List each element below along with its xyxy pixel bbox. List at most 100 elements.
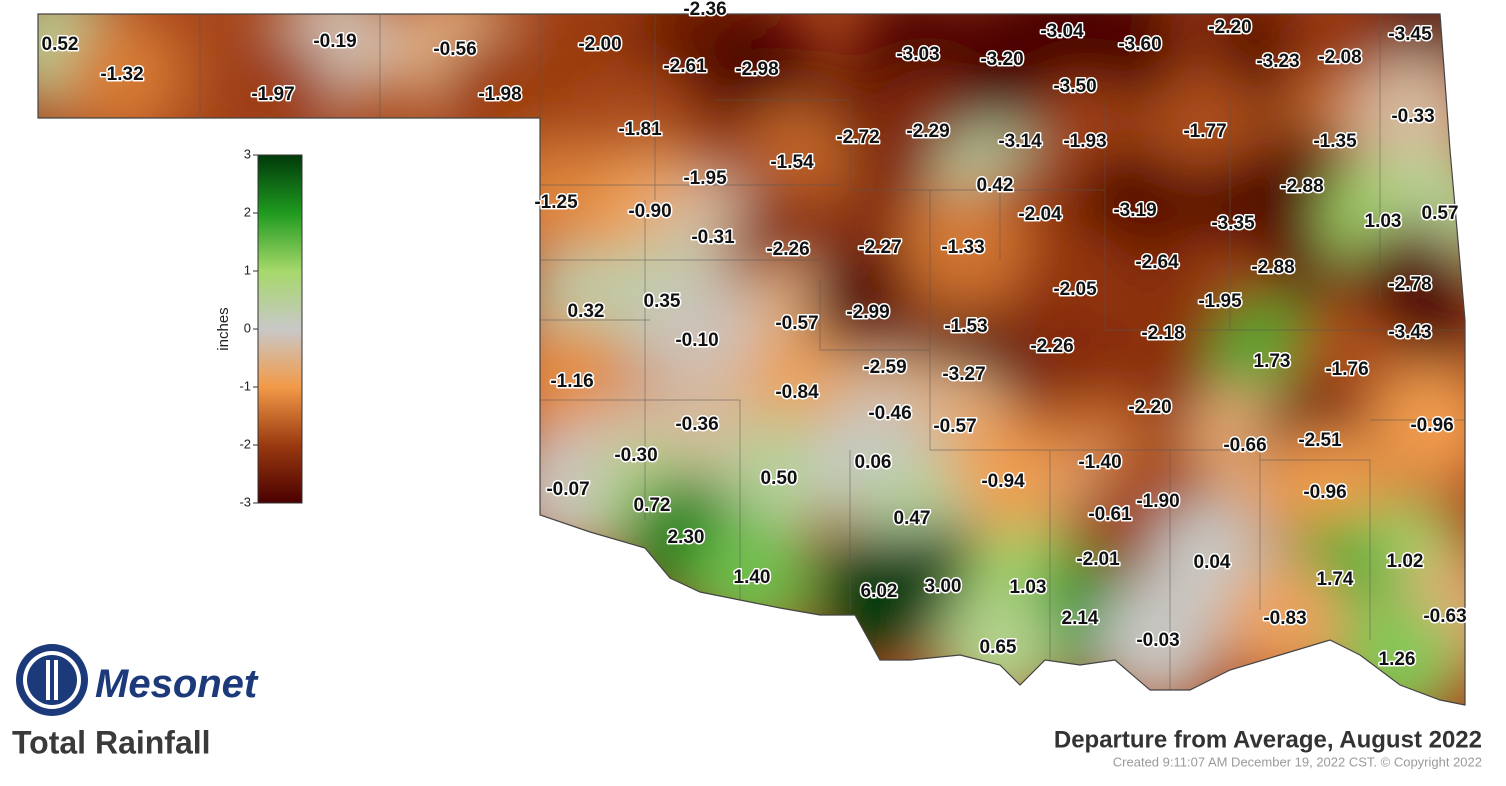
station-value: -3.14 bbox=[998, 131, 1042, 152]
station-value: 1.02 bbox=[1387, 551, 1424, 572]
station-value: -3.45 bbox=[1388, 24, 1432, 45]
station-value: -3.27 bbox=[942, 364, 985, 385]
station-value: -1.32 bbox=[100, 64, 143, 85]
station-value: -1.93 bbox=[1063, 131, 1106, 152]
station-value: -2.20 bbox=[1208, 17, 1251, 38]
station-value: -2.08 bbox=[1318, 47, 1361, 68]
colorbar-tick-label: 1 bbox=[244, 262, 251, 277]
station-value: 1.03 bbox=[1010, 577, 1047, 598]
station-value: -1.95 bbox=[1198, 291, 1242, 312]
station-value: -1.33 bbox=[941, 237, 984, 258]
station-value: -1.98 bbox=[478, 84, 521, 105]
credit: Created 9:11:07 AM December 19, 2022 CST… bbox=[1113, 754, 1482, 769]
rain-field-blob bbox=[695, 14, 819, 132]
station-value: -0.94 bbox=[981, 471, 1025, 492]
station-value: -2.18 bbox=[1141, 323, 1184, 344]
colorbar-tick-label: 0 bbox=[244, 320, 251, 335]
station-value: 0.04 bbox=[1194, 552, 1231, 573]
station-value: -2.78 bbox=[1388, 274, 1431, 295]
station-value: -0.30 bbox=[614, 445, 657, 466]
station-value: -0.90 bbox=[628, 201, 671, 222]
station-value: -2.26 bbox=[766, 239, 809, 260]
legend-label: inches bbox=[215, 307, 232, 350]
county-lines bbox=[199, 14, 1465, 690]
station-value: -3.43 bbox=[1388, 322, 1431, 343]
rain-field-blob bbox=[1351, 55, 1465, 179]
station-value: -1.35 bbox=[1313, 131, 1357, 152]
station-value: -0.84 bbox=[775, 382, 819, 403]
station-value: -0.63 bbox=[1423, 606, 1466, 627]
rain-field-blob bbox=[1370, 364, 1465, 488]
station-value: 0.52 bbox=[42, 34, 79, 55]
station-value: -3.04 bbox=[1040, 21, 1084, 42]
station-value: 2.14 bbox=[1062, 608, 1099, 629]
station-value: -3.23 bbox=[1256, 51, 1299, 72]
station-value: 0.42 bbox=[977, 175, 1014, 196]
station-value: 1.26 bbox=[1379, 649, 1416, 670]
station-value: -0.66 bbox=[1223, 435, 1266, 456]
station-value: -0.03 bbox=[1136, 630, 1179, 651]
station-value: -1.97 bbox=[251, 84, 294, 105]
station-value: -2.88 bbox=[1251, 257, 1294, 278]
station-value: -2.99 bbox=[846, 302, 889, 323]
station-value: -3.60 bbox=[1118, 34, 1161, 55]
colorbar-tick-label: -3 bbox=[239, 494, 251, 509]
station-value: -0.83 bbox=[1263, 608, 1306, 629]
colorbar-ticks: 3 2 1 0 -1 -2 -3 bbox=[239, 146, 258, 509]
station-value: 3.00 bbox=[925, 576, 962, 597]
colorbar-tick-label: 2 bbox=[244, 204, 251, 219]
station-value: -2.04 bbox=[1018, 204, 1062, 225]
station-value: -0.36 bbox=[675, 414, 718, 435]
station-value: -0.57 bbox=[775, 313, 818, 334]
station-value: 0.35 bbox=[644, 291, 681, 312]
station-value: 0.50 bbox=[761, 468, 798, 489]
station-value: -0.57 bbox=[933, 416, 976, 437]
station-value: -1.40 bbox=[1078, 452, 1121, 473]
station-value: 6.02 bbox=[861, 581, 898, 602]
station-value: -1.90 bbox=[1136, 491, 1179, 512]
station-value: 1.74 bbox=[1317, 569, 1354, 590]
colorbar bbox=[257, 154, 303, 504]
station-value: -3.50 bbox=[1053, 76, 1096, 97]
station-value: -2.29 bbox=[906, 121, 949, 142]
station-value: -0.61 bbox=[1088, 504, 1132, 525]
station-value: -2.88 bbox=[1280, 176, 1323, 197]
station-value: -2.98 bbox=[735, 59, 778, 80]
station-value: -0.56 bbox=[433, 39, 476, 60]
rain-field-blob bbox=[717, 417, 841, 541]
logo: Mesonet bbox=[16, 644, 259, 716]
station-value: 1.03 bbox=[1365, 211, 1402, 232]
station-value: -1.76 bbox=[1325, 359, 1368, 380]
station-value: -2.64 bbox=[1135, 252, 1179, 273]
subtitle: Departure from Average, August 2022 bbox=[1054, 726, 1482, 753]
station-value: 1.73 bbox=[1254, 351, 1291, 372]
station-value: -3.03 bbox=[896, 44, 939, 65]
station-value: -0.96 bbox=[1410, 415, 1453, 436]
station-value: 0.32 bbox=[568, 301, 605, 322]
station-value: -0.31 bbox=[691, 227, 735, 248]
station-value: -2.20 bbox=[1128, 397, 1171, 418]
colorbar-tick-label: -1 bbox=[239, 378, 251, 393]
station-value: 0.47 bbox=[894, 508, 931, 529]
station-value: -1.53 bbox=[944, 316, 987, 337]
station-value: -1.16 bbox=[550, 371, 593, 392]
colorbar-tick-label: 3 bbox=[244, 146, 251, 161]
colorbar-tick-label: -2 bbox=[239, 436, 251, 451]
station-value: -0.96 bbox=[1303, 482, 1346, 503]
station-value: -2.00 bbox=[578, 34, 621, 55]
station-value: -1.81 bbox=[618, 119, 662, 140]
title: Total Rainfall bbox=[12, 724, 211, 760]
station-value: -2.61 bbox=[663, 56, 707, 77]
station-value: -3.19 bbox=[1113, 200, 1156, 221]
station-value: 1.40 bbox=[734, 567, 771, 588]
station-value: 0.57 bbox=[1422, 203, 1459, 224]
station-value: -2.01 bbox=[1076, 549, 1120, 570]
station-value: -0.33 bbox=[1391, 106, 1434, 127]
station-value: -2.27 bbox=[858, 237, 901, 258]
station-value: -1.25 bbox=[534, 192, 578, 213]
station-value: -2.05 bbox=[1053, 279, 1097, 300]
station-value: -2.59 bbox=[863, 357, 906, 378]
station-value: -0.07 bbox=[546, 479, 589, 500]
station-value: -2.72 bbox=[836, 127, 879, 148]
